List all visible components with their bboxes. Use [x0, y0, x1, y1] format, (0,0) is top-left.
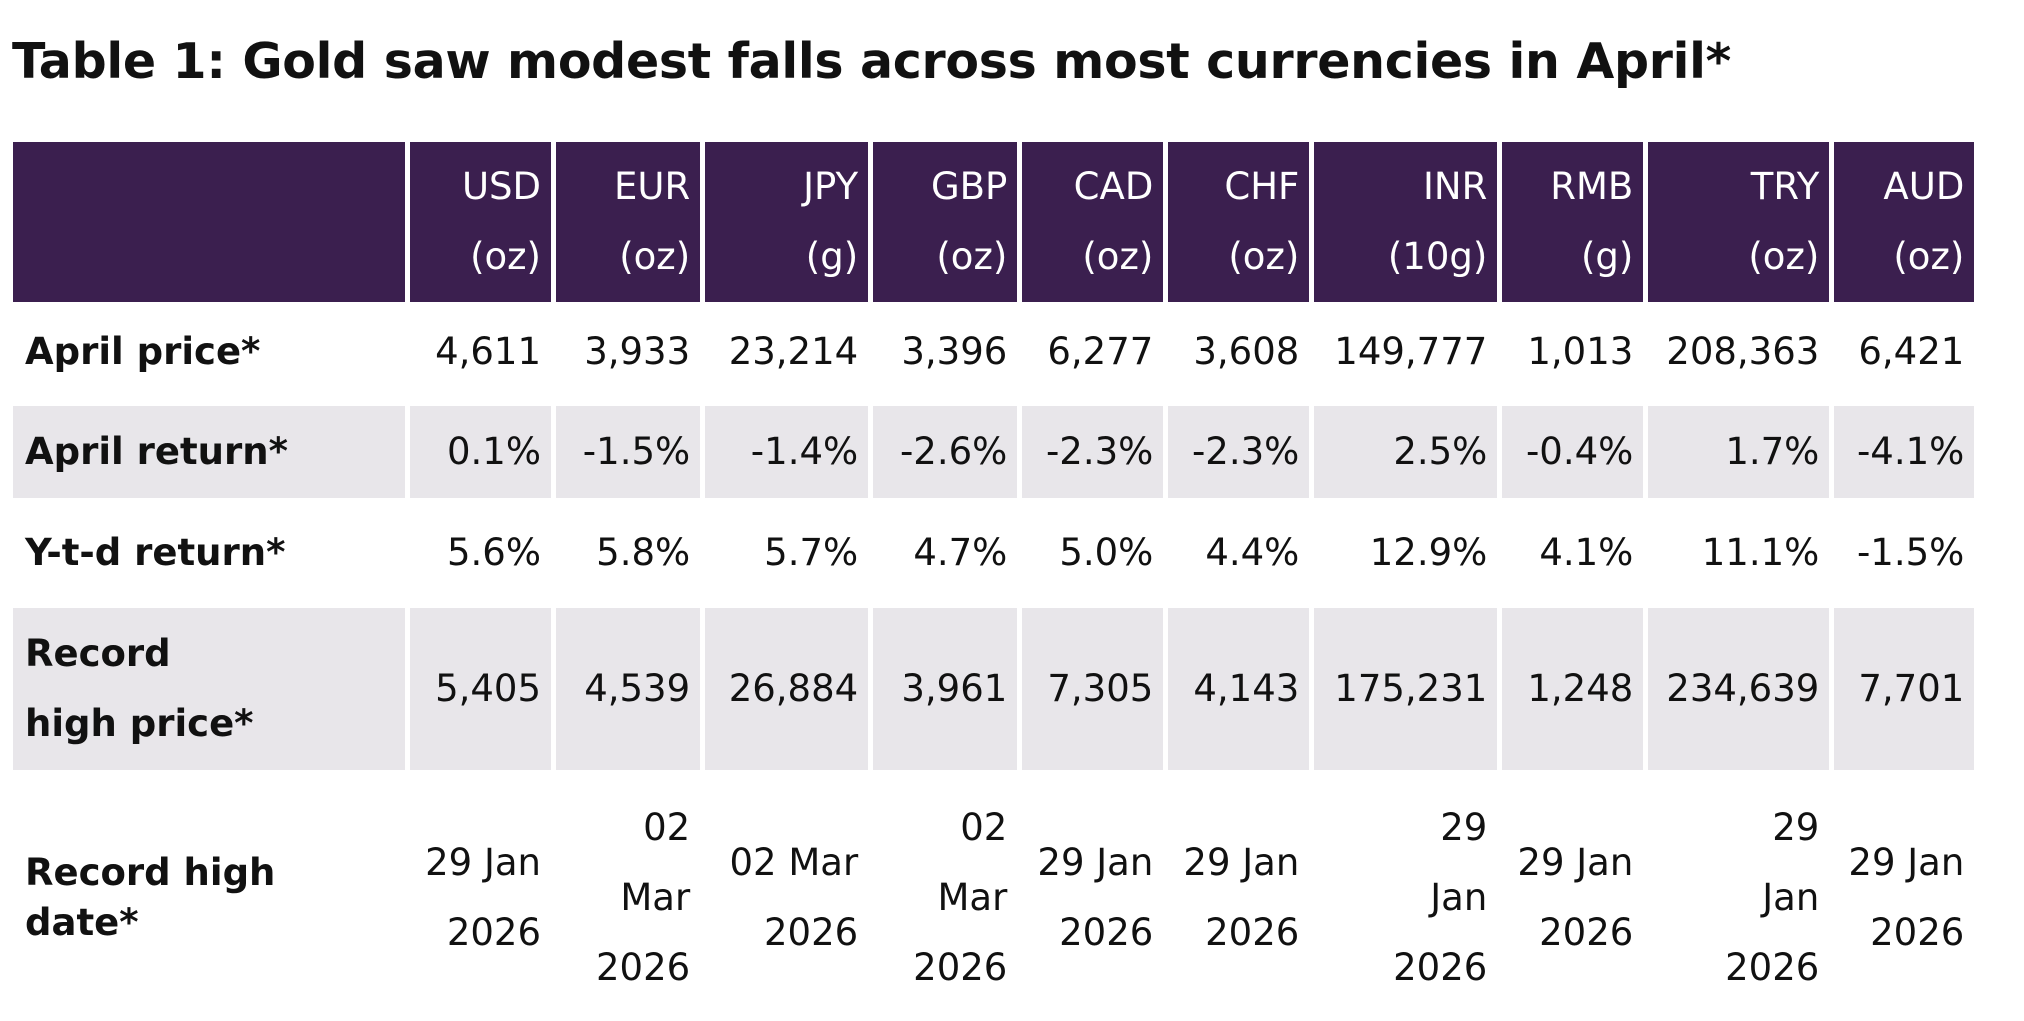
currency-label: GBP	[930, 165, 1008, 208]
table-cell: 5.0%	[1022, 498, 1164, 603]
row-label: Y-t-d return*	[13, 498, 405, 603]
row-label: Record high price*	[13, 603, 405, 770]
unit-label: (oz)	[1893, 235, 1965, 278]
header-jpy: JPY (g)	[705, 142, 869, 302]
header-inr: INR (10g)	[1314, 142, 1498, 302]
table-cell: 3,933	[556, 302, 701, 401]
currency-label: CAD	[1073, 165, 1154, 208]
currency-label: RMB	[1550, 165, 1634, 208]
table-cell: 29 Jan 2026	[410, 770, 551, 1021]
table-cell: 1,013	[1502, 302, 1644, 401]
currency-label: EUR	[613, 165, 691, 208]
header-try: TRY (oz)	[1648, 142, 1830, 302]
table-cell: 3,961	[873, 603, 1018, 770]
header-chf: CHF (oz)	[1168, 142, 1310, 302]
unit-label: (10g)	[1387, 235, 1488, 278]
table-cell: 5.8%	[556, 498, 701, 603]
header-cad: CAD (oz)	[1022, 142, 1164, 302]
unit-label: (g)	[1580, 235, 1634, 278]
unit-label: (oz)	[619, 235, 691, 278]
currency-label: INR	[1423, 165, 1488, 208]
unit-label: (g)	[805, 235, 859, 278]
table-cell: 29 Jan 2026	[1502, 770, 1644, 1021]
table-cell: 4.7%	[873, 498, 1018, 603]
table-cell: -2.3%	[1168, 401, 1310, 498]
currency-label: TRY	[1750, 165, 1820, 208]
header-rmb: RMB (g)	[1502, 142, 1644, 302]
unit-label: (oz)	[936, 235, 1008, 278]
table-cell: 4,611	[410, 302, 551, 401]
currency-label: USD	[461, 165, 541, 208]
table-cell: 29 Jan 2026	[1648, 770, 1830, 1021]
header-aud: AUD (oz)	[1834, 142, 1975, 302]
table-cell: 175,231	[1314, 603, 1498, 770]
header-row: USD (oz) EUR (oz) JPY (g) GBP (oz) CAD (oz) C…	[13, 142, 1975, 302]
table-row-record-high-date: Record high date* 29 Jan 2026 02 Mar 202…	[13, 770, 1975, 1021]
table-cell: 11.1%	[1648, 498, 1830, 603]
table-cell: 0.1%	[410, 401, 551, 498]
table-row-ytd-return: Y-t-d return* 5.6% 5.8% 5.7% 4.7% 5.0% 4…	[13, 498, 1975, 603]
table-cell: 4,539	[556, 603, 701, 770]
currency-label: JPY	[803, 165, 859, 208]
unit-label: (oz)	[1228, 235, 1300, 278]
table-row-april-return: April return* 0.1% -1.5% -1.4% -2.6% -2.…	[13, 401, 1975, 498]
table-cell: 7,305	[1022, 603, 1164, 770]
table-cell: 3,608	[1168, 302, 1310, 401]
table-cell: 5.7%	[705, 498, 869, 603]
table-cell: -1.5%	[556, 401, 701, 498]
unit-label: (oz)	[1748, 235, 1820, 278]
table-cell: 26,884	[705, 603, 869, 770]
currency-label: CHF	[1224, 165, 1300, 208]
table-cell: 02 Mar 2026	[705, 770, 869, 1021]
table-cell: 149,777	[1314, 302, 1498, 401]
row-label: April return*	[13, 401, 405, 498]
table-cell: 6,277	[1022, 302, 1164, 401]
table-cell: 5,405	[410, 603, 551, 770]
table-cell: 29 Jan 2026	[1168, 770, 1310, 1021]
unit-label: (oz)	[1082, 235, 1154, 278]
currency-label: AUD	[1883, 165, 1965, 208]
header-usd: USD (oz)	[410, 142, 551, 302]
table-cell: 23,214	[705, 302, 869, 401]
table-cell: -2.3%	[1022, 401, 1164, 498]
table-cell: -2.6%	[873, 401, 1018, 498]
table-cell: 4,143	[1168, 603, 1310, 770]
header-eur: EUR (oz)	[556, 142, 701, 302]
table-cell: -1.5%	[1834, 498, 1975, 603]
table-cell: 1.7%	[1648, 401, 1830, 498]
header-blank-cell	[13, 142, 405, 302]
gold-returns-table: USD (oz) EUR (oz) JPY (g) GBP (oz) CAD (oz) C…	[8, 142, 1979, 1021]
table-cell: 5.6%	[410, 498, 551, 603]
table-cell: 29 Jan 2026	[1022, 770, 1164, 1021]
table-cell: 29 Jan 2026	[1834, 770, 1975, 1021]
table-cell: 234,639	[1648, 603, 1830, 770]
table-cell: 2.5%	[1314, 401, 1498, 498]
table-cell: 02 Mar 2026	[873, 770, 1018, 1021]
table-title: Table 1: Gold saw modest falls across mo…	[12, 33, 1731, 90]
table-cell: 7,701	[1834, 603, 1975, 770]
table-cell: 4.4%	[1168, 498, 1310, 603]
table-row-record-high-price: Record high price* 5,405 4,539 26,884 3,…	[13, 603, 1975, 770]
table-cell: 29 Jan 2026	[1314, 770, 1498, 1021]
row-label: April price*	[13, 302, 405, 401]
unit-label: (oz)	[470, 235, 541, 278]
header-gbp: GBP (oz)	[873, 142, 1018, 302]
table-cell: 12.9%	[1314, 498, 1498, 603]
table-cell: 02 Mar 2026	[556, 770, 701, 1021]
table-row-april-price: April price* 4,611 3,933 23,214 3,396 6,…	[13, 302, 1975, 401]
table-cell: 4.1%	[1502, 498, 1644, 603]
table-cell: -4.1%	[1834, 401, 1975, 498]
table-cell: -1.4%	[705, 401, 869, 498]
table-cell: 6,421	[1834, 302, 1975, 401]
table-cell: 1,248	[1502, 603, 1644, 770]
row-label: Record high date*	[13, 770, 405, 1021]
table-cell: 3,396	[873, 302, 1018, 401]
table-cell: -0.4%	[1502, 401, 1644, 498]
table-cell: 208,363	[1648, 302, 1830, 401]
